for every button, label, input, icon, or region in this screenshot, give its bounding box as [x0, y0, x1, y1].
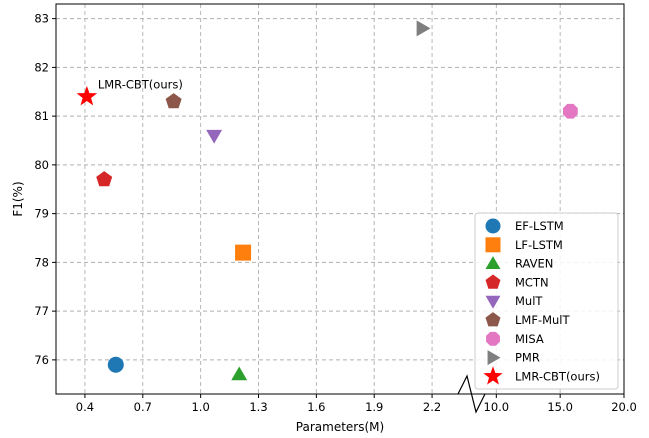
point-annotation: LMR-CBT(ours)	[98, 78, 183, 92]
y-tick-label: 83	[34, 12, 49, 26]
x-tick-label: 1.3	[249, 400, 267, 414]
data-point-mctn	[96, 171, 113, 187]
data-point-lf-lstm	[235, 244, 252, 261]
y-tick-label: 76	[34, 353, 49, 367]
y-tick-label: 79	[34, 207, 49, 221]
legend-label: MISA	[515, 332, 544, 346]
y-tick-label: 82	[34, 60, 49, 74]
x-axis-break	[457, 374, 486, 414]
data-point-ef-lstm	[107, 356, 124, 373]
legend-label: PMR	[515, 351, 540, 365]
legend-marker-mult	[485, 295, 501, 309]
x-tick-label: 0.7	[134, 400, 152, 414]
y-tick-label: 77	[34, 304, 49, 318]
legend-marker-pmr	[487, 350, 501, 366]
x-tick-label: 1.6	[307, 400, 325, 414]
legend-label: MCTN	[515, 275, 549, 289]
data-points	[76, 20, 578, 381]
y-axis-label: F1(%)	[11, 181, 25, 216]
x-tick-label: 1.0	[191, 400, 209, 414]
legend-label: MulT	[515, 294, 543, 308]
legend-label: EF-LSTM	[515, 219, 564, 233]
x-tick-label: 15.0	[547, 400, 573, 414]
annotations: LMR-CBT(ours)	[98, 78, 183, 92]
data-point-misa	[562, 103, 578, 119]
legend-marker-raven	[485, 256, 501, 270]
y-tick-label: 81	[34, 109, 49, 123]
legend-box	[474, 212, 619, 390]
legend-label: LMF-MulT	[515, 313, 570, 327]
data-point-lmf-mult	[165, 93, 182, 109]
legend: EF-LSTM LF-LSTM RAVEN MCTN MulT LMF-MulT MISA P…	[474, 212, 619, 390]
data-point-lmr-cbt-ours	[76, 85, 98, 106]
legend-marker-ef-lstm	[485, 218, 501, 234]
legend-label: RAVEN	[515, 257, 553, 271]
data-point-pmr	[416, 20, 431, 37]
x-tick-label: 10.0	[484, 400, 510, 414]
legend-label: LMR-CBT(ours)	[515, 369, 600, 383]
data-point-mult	[206, 129, 223, 144]
legend-label: LF-LSTM	[515, 238, 563, 252]
legend-marker-lmr-cbt-ours	[483, 366, 503, 385]
x-tick-label: 1.9	[365, 400, 383, 414]
legend-marker-lmf-mult	[485, 312, 501, 327]
y-tick-label: 80	[34, 158, 49, 172]
x-tick-label: 2.2	[423, 400, 441, 414]
legend-marker-lf-lstm	[485, 237, 501, 253]
legend-marker-mctn	[485, 274, 501, 289]
plot-frame	[55, 3, 625, 395]
y-tick-label: 78	[34, 255, 49, 269]
axis-ticks: 0.4 0.7 1.0 1.3 1.6 1.9 2.2 10.0 15.0 20.0 76 77 78 7…	[34, 12, 636, 414]
x-axis-label: Parameters(M)	[296, 420, 384, 434]
x-tick-label: 20.0	[611, 400, 637, 414]
legend-marker-misa	[486, 331, 500, 346]
x-tick-label: 0.4	[76, 400, 94, 414]
data-point-raven	[231, 366, 248, 381]
